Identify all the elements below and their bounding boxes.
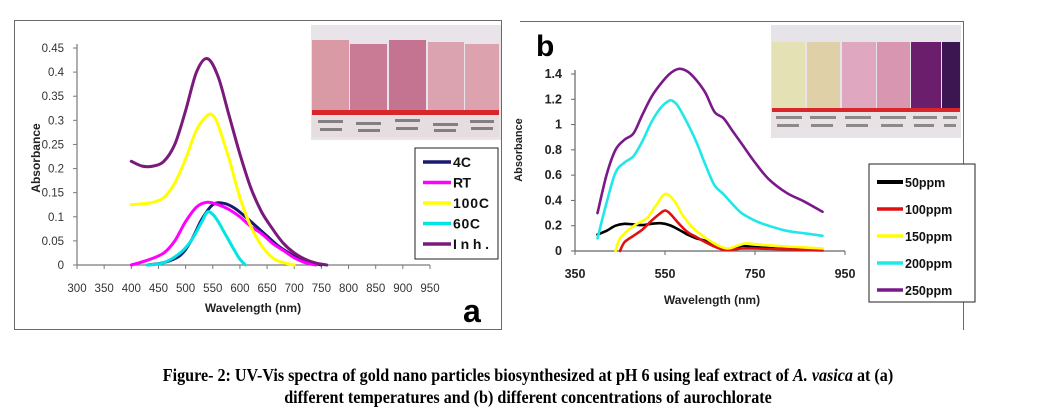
figure-caption: Figure- 2: UV-Vis spectra of gold nano p… [42,364,1014,408]
caption-text: Figure- 2: UV-Vis spectra of gold nano p… [162,365,794,385]
y-tick-label: 0.4 [545,193,562,207]
x-tick-label: 900 [393,283,412,295]
legend-label: 4C [453,154,471,170]
y-tick-label: 0.45 [42,43,64,55]
x-tick-label: 400 [122,283,141,295]
legend-label: 100ppm [905,203,952,217]
panel-label: b [536,30,554,63]
series-line-150ppm [614,192,824,253]
x-tick-label: 750 [312,283,331,295]
inset-photo-a [311,25,501,140]
x-tick-label: 700 [285,283,304,295]
y-axis-label: Absorbance [513,118,525,182]
y-tick-label: 1 [555,118,562,132]
series-line-100c [129,112,296,267]
caption-line-2: different temperatures and (b) different… [284,387,772,407]
x-axis-label: Wavelength (nm) [205,301,301,315]
y-tick-label: 0.15 [42,188,64,200]
legend-box [868,163,976,303]
y-tick-label: 0.6 [545,168,562,182]
caption-text: at (a) [852,365,894,385]
inset-photo-b [771,25,961,138]
y-tick-label: 0.35 [42,91,64,103]
x-tick-label: 850 [366,283,385,295]
legend-label: 150ppm [905,230,952,244]
caption-line-1: Figure- 2: UV-Vis spectra of gold nano p… [42,364,1014,386]
y-tick-label: 1.4 [545,67,562,81]
x-tick-label: 950 [420,283,439,295]
panel-label: a [463,293,481,329]
y-tick-label: 0.8 [545,143,562,157]
legend-label: 60C [453,216,480,232]
x-tick-label: 950 [835,267,856,281]
figure-svg: 0 0.05 0.1 0.15 0.2 0.25 0.3 0.35 0.4 0.45 300 350 4… [29,25,976,329]
y-tick-label: 0.05 [42,236,64,248]
x-tick-label: 750 [745,267,766,281]
series-line-250ppm [596,67,824,215]
series-line-100ppm [618,209,824,253]
y-tick-label: 0.3 [48,115,64,127]
x-tick-label: 350 [95,283,114,295]
x-tick-label: 500 [176,283,195,295]
legend-label: 250ppm [905,284,952,298]
y-tick-label: 0 [555,244,562,258]
y-tick-label: 0.2 [545,219,562,233]
chart-a: 0 0.05 0.1 0.15 0.2 0.25 0.3 0.35 0.4 0.45 300 350 4… [29,43,499,329]
y-tick-label: 0 [58,260,64,272]
y-tick-label: 1.2 [545,92,562,106]
x-tick-label: 350 [565,267,586,281]
y-axis-label: Absorbance [29,123,43,193]
chart-b: 0 0.2 0.4 0.6 0.8 1 1.2 1.4 350 550 750 950 Waveleng… [513,30,976,307]
legend-label: 50ppm [905,176,945,190]
x-tick-label: 600 [230,283,249,295]
series-line-rt [129,200,318,267]
x-axis-label: Wavelength (nm) [664,293,760,307]
legend-label: 100C [453,195,489,211]
series-line-60c [146,210,247,267]
x-tick-label: 550 [655,267,676,281]
legend-label: 200ppm [905,257,952,271]
x-tick-label: 300 [67,283,86,295]
y-tick-label: 0.1 [48,212,64,224]
caption-species: A. vasica [793,365,853,385]
legend-label: RT [453,175,471,191]
y-tick-label: 0.25 [42,139,64,151]
x-tick-label: 550 [203,283,222,295]
y-tick-label: 0.4 [48,67,65,79]
series-line-inh [129,57,329,267]
x-tick-label: 450 [149,283,168,295]
series-line-200ppm [596,98,824,240]
x-tick-label: 650 [257,283,276,295]
y-tick-label: 0.2 [48,164,64,176]
x-tick-label: 800 [339,283,358,295]
